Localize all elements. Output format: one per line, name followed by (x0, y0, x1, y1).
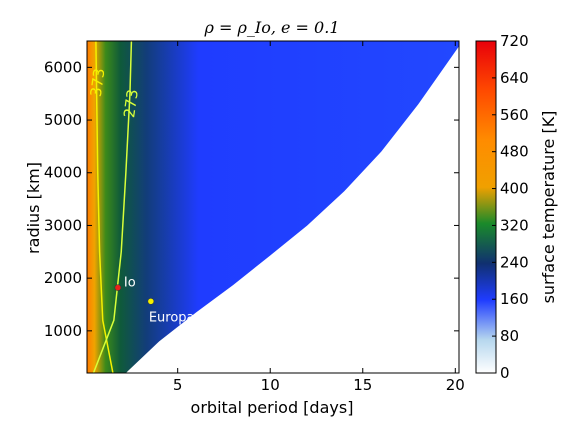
colorbar-tick-label: 160 (500, 290, 529, 308)
point-europa (147, 298, 155, 305)
moon-points: Io Europa (114, 276, 195, 325)
contour-lines: 373 273 (87, 41, 142, 373)
y-tick-label: 6000 (44, 58, 82, 76)
chart-title: ρ = ρ_Io, e = 0.1 (203, 18, 339, 37)
x-tick-label: 5 (173, 376, 183, 394)
colorbar-tick-label: 0 (500, 364, 510, 382)
colorbar-tick-label: 560 (500, 106, 529, 124)
colorbar-tick-label: 400 (500, 180, 529, 198)
x-axis-ticks: 5 10 15 20 (173, 41, 465, 394)
contour-line-273 (92, 41, 133, 373)
y-tick-label: 2000 (44, 269, 82, 287)
x-axis-label: orbital period [days] (191, 398, 354, 417)
colorbar-tick-label: 320 (500, 216, 529, 234)
y-tick-label: 4000 (44, 164, 82, 182)
x-tick-label: 15 (353, 376, 372, 394)
point-label-europa: Europa (149, 310, 195, 325)
colorbar-tick-label: 80 (500, 327, 519, 345)
contour-label-373: 373 (87, 67, 109, 98)
point-label-io: Io (124, 276, 136, 291)
y-tick-label: 1000 (44, 322, 82, 340)
colorbar-tick-label: 640 (500, 69, 529, 87)
y-axis-label: radius [km] (24, 162, 43, 254)
colorbar: 0 80 160 240 320 400 480 560 640 720 (475, 32, 529, 382)
x-tick-label: 10 (261, 376, 280, 394)
y-tick-label: 3000 (44, 216, 82, 234)
colorbar-tick-label: 480 (500, 143, 529, 161)
y-axis-ticks: 1000 2000 3000 4000 5000 6000 (44, 58, 459, 340)
temperature-field (87, 41, 459, 373)
contour-line-373 (95, 41, 114, 373)
colorbar-gradient (475, 40, 497, 374)
contour-label-273: 273 (120, 88, 142, 119)
y-tick-label: 5000 (44, 111, 82, 129)
colorbar-label: surface temperature [K] (539, 111, 558, 304)
plot-frame (86, 40, 460, 374)
x-tick-label: 20 (446, 376, 465, 394)
colorbar-tick-label: 240 (500, 253, 529, 271)
point-io (114, 284, 122, 291)
colorbar-tick-label: 720 (500, 32, 529, 50)
plot-area (87, 41, 459, 373)
